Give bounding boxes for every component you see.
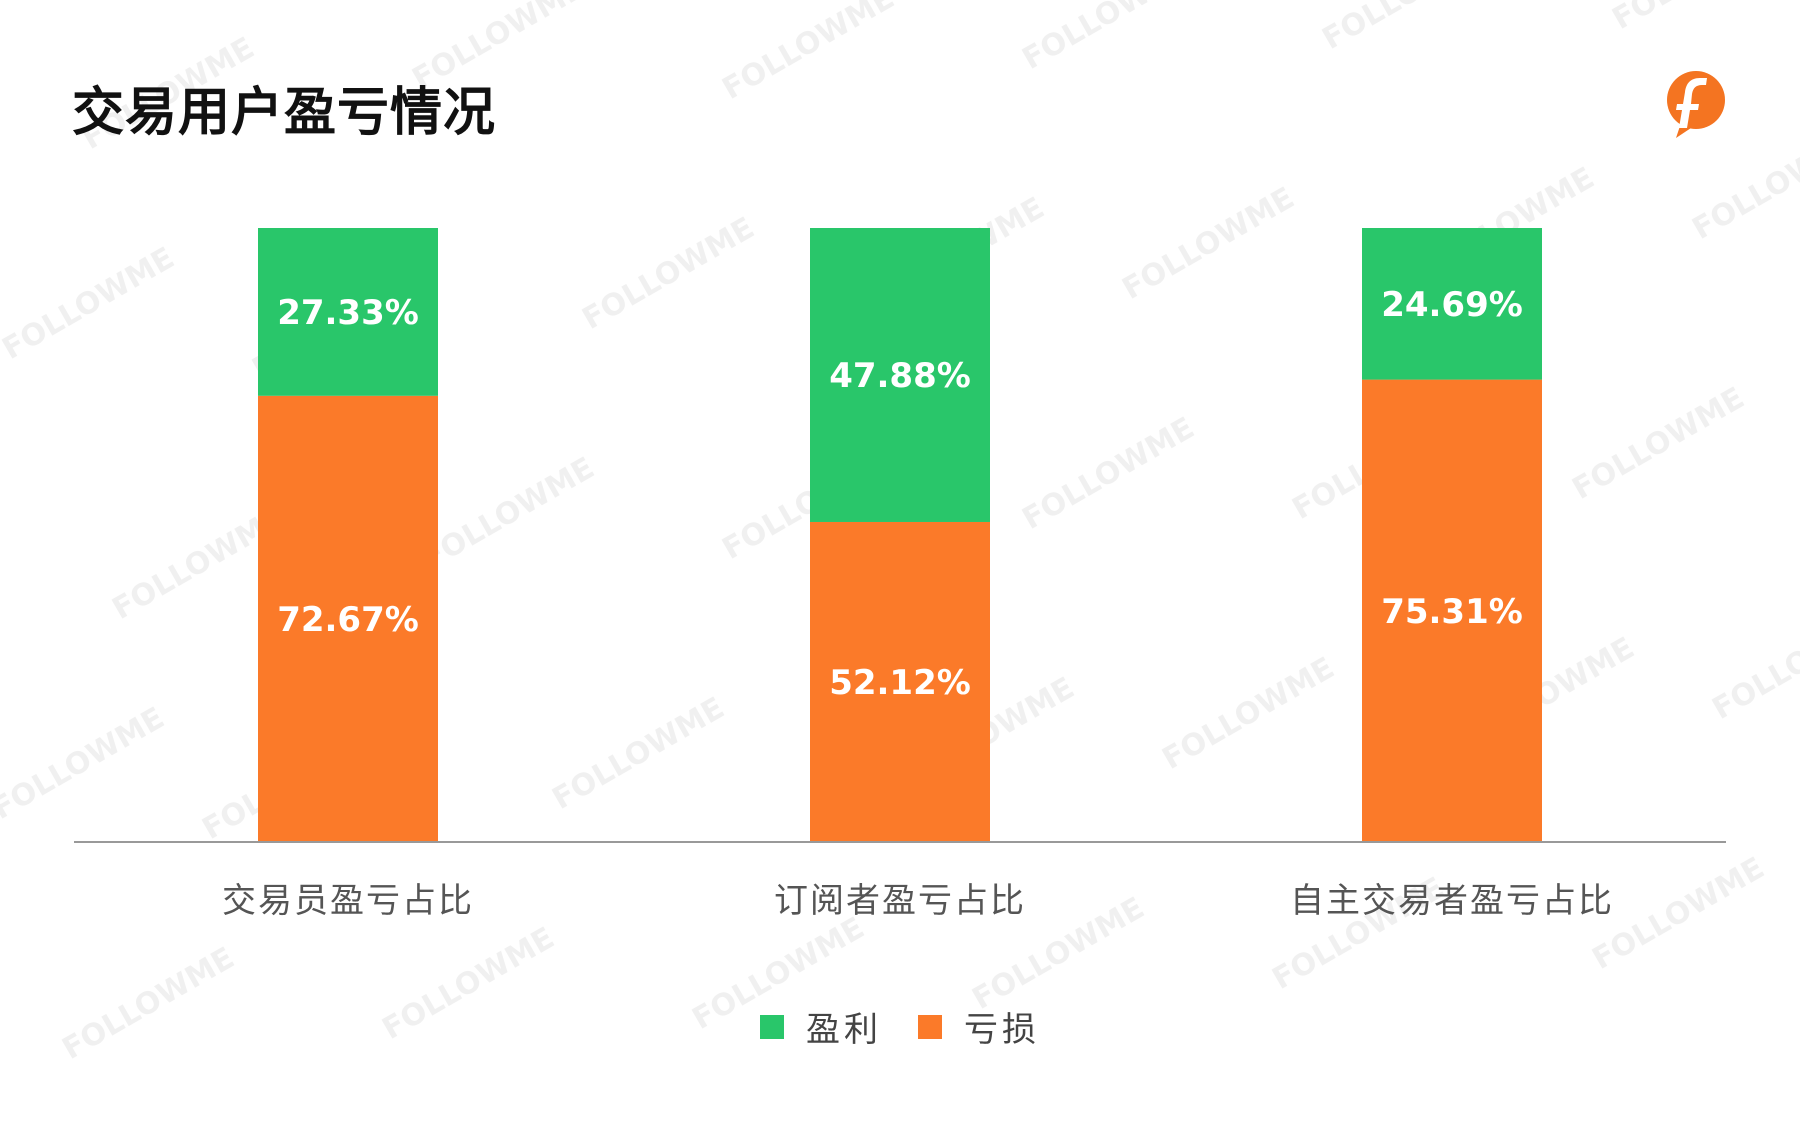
legend-swatch-profit: [760, 1015, 784, 1039]
category-label: 自主交易者盈亏占比: [1290, 881, 1614, 921]
category-label: 交易员盈亏占比: [222, 881, 474, 921]
legend-item-profit: 盈利: [760, 1002, 882, 1051]
legend-label-loss: 亏损: [964, 1002, 1040, 1051]
legend-item-loss: 亏损: [918, 1002, 1040, 1051]
data-label-loss: 72.67%: [277, 600, 419, 640]
data-label-loss: 52.12%: [829, 663, 971, 703]
data-label-profit: 27.33%: [277, 293, 419, 333]
legend-swatch-loss: [918, 1015, 942, 1039]
legend-label-profit: 盈利: [806, 1002, 882, 1051]
data-label-profit: 24.69%: [1381, 285, 1523, 325]
data-label-loss: 75.31%: [1381, 592, 1523, 632]
category-label: 订阅者盈亏占比: [774, 881, 1026, 921]
chart-legend: 盈利 亏损: [0, 1002, 1800, 1051]
data-label-profit: 47.88%: [829, 356, 971, 396]
